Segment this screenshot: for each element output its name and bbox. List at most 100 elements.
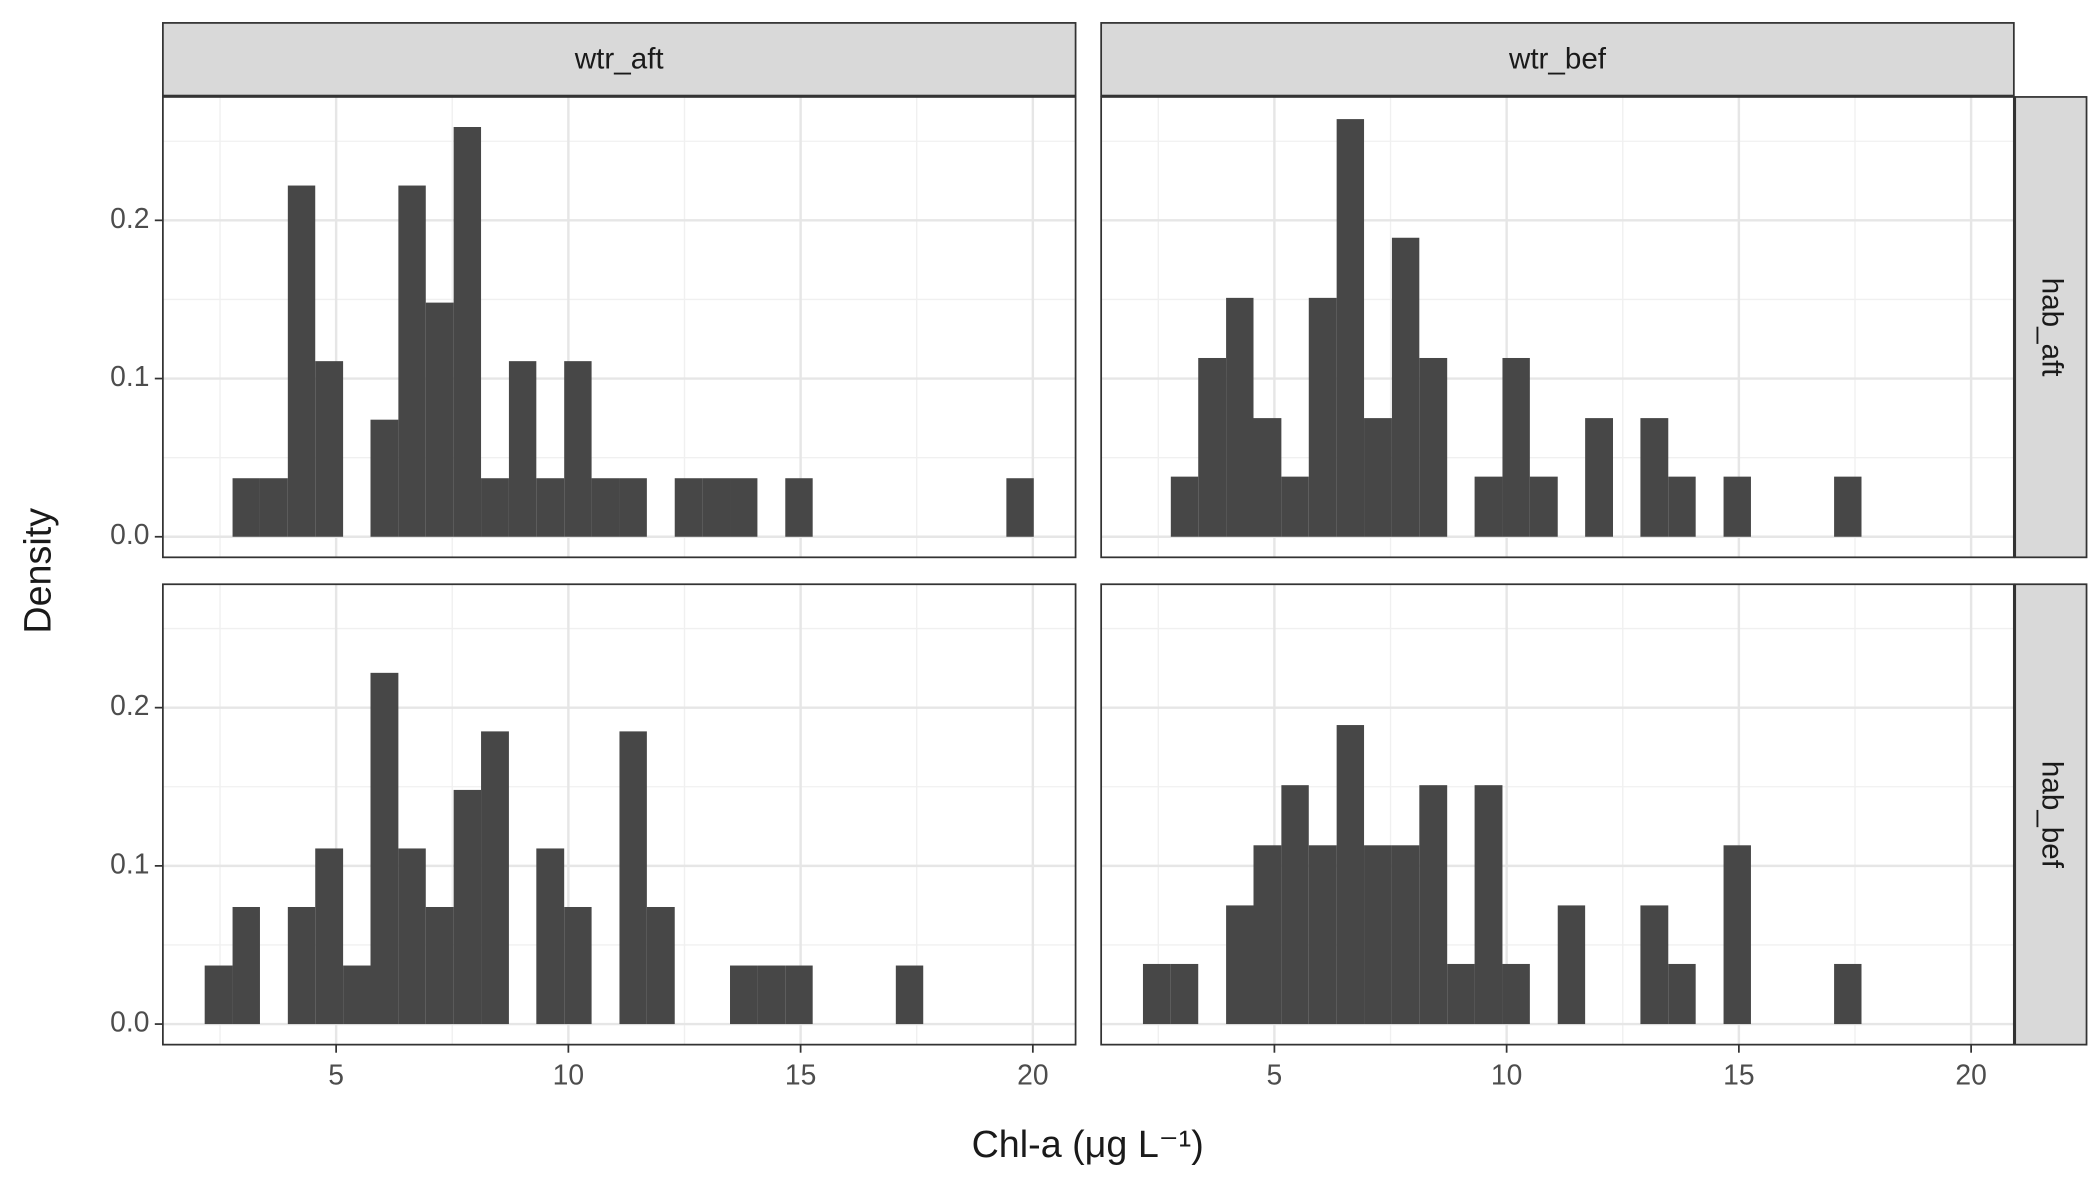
panel-border bbox=[1100, 96, 2015, 559]
histogram-bar bbox=[757, 965, 786, 1025]
histogram-bar bbox=[1308, 297, 1337, 537]
strip-bg bbox=[2014, 96, 2088, 559]
x-axis-title: Chl-a (μg L⁻¹) bbox=[972, 1123, 1204, 1165]
histogram-bar bbox=[1364, 418, 1392, 537]
histogram-bar bbox=[1640, 418, 1669, 537]
histogram-bar bbox=[204, 965, 233, 1025]
histogram-bar bbox=[1170, 963, 1199, 1025]
histogram-bar bbox=[1723, 845, 1751, 1025]
histogram-bar bbox=[1336, 119, 1365, 537]
histogram-bar bbox=[370, 419, 399, 537]
histogram-bar bbox=[1474, 476, 1503, 537]
histogram-bar bbox=[1142, 963, 1171, 1025]
histogram-bar bbox=[730, 965, 758, 1025]
y-tick-label: 0.2 bbox=[110, 689, 149, 721]
histogram-bar bbox=[702, 478, 731, 537]
y-tick-label: 0.0 bbox=[110, 518, 149, 550]
panel-border bbox=[162, 96, 1077, 559]
histogram-bar bbox=[1364, 845, 1392, 1025]
y-tick-label: 0.1 bbox=[110, 847, 149, 879]
histogram-bar bbox=[646, 906, 675, 1025]
y-tick-label: 0.0 bbox=[110, 1006, 149, 1038]
histogram-bar bbox=[1006, 478, 1034, 537]
strip-label: hab_bef bbox=[2035, 761, 2068, 869]
histogram-bar bbox=[425, 906, 454, 1025]
histogram-bar bbox=[619, 478, 647, 537]
strip-label: wtr_bef bbox=[1508, 42, 1607, 75]
histogram-bar bbox=[287, 185, 316, 537]
histogram-bar bbox=[1253, 418, 1282, 537]
histogram-bar bbox=[895, 965, 924, 1025]
x-tick-label: 10 bbox=[553, 1058, 584, 1090]
y-tick-label: 0.1 bbox=[110, 360, 149, 392]
x-tick-label: 5 bbox=[1267, 1058, 1283, 1090]
x-tick-label: 10 bbox=[1491, 1058, 1522, 1090]
histogram-bar bbox=[730, 478, 758, 537]
histogram-bar bbox=[398, 185, 426, 537]
histogram-bar bbox=[536, 848, 565, 1025]
histogram-bar bbox=[1308, 845, 1337, 1025]
histogram-bar bbox=[619, 731, 647, 1025]
strip-label: wtr_aft bbox=[574, 42, 665, 75]
histogram-bar bbox=[259, 478, 288, 537]
panel-border bbox=[1100, 583, 2015, 1046]
histogram-bar bbox=[1170, 476, 1199, 537]
histogram-bar bbox=[1668, 963, 1696, 1025]
histogram-bar bbox=[453, 127, 482, 537]
histogram-bar bbox=[591, 478, 620, 537]
histogram-bar bbox=[785, 965, 813, 1025]
histogram-bar bbox=[564, 906, 592, 1025]
histogram-bar bbox=[1447, 963, 1475, 1025]
histogram-bar bbox=[1668, 476, 1696, 537]
histogram-bar bbox=[232, 478, 260, 537]
histogram-bar bbox=[453, 789, 482, 1025]
y-axis-title: Density bbox=[16, 508, 58, 634]
histogram-bar bbox=[1834, 963, 1862, 1025]
histogram-bar bbox=[287, 906, 316, 1025]
histogram-bar bbox=[1391, 845, 1420, 1025]
histogram-bar bbox=[508, 361, 537, 537]
histogram-bar bbox=[1198, 357, 1227, 537]
x-tick-label: 20 bbox=[1955, 1058, 1986, 1090]
histogram-bar bbox=[674, 478, 703, 537]
histogram-bar bbox=[1419, 357, 1448, 537]
histogram-bar bbox=[232, 906, 260, 1025]
histogram-bar bbox=[536, 478, 565, 537]
histogram-bar bbox=[398, 848, 426, 1025]
strip-bg bbox=[162, 22, 1077, 97]
histogram-bar bbox=[564, 361, 592, 537]
histogram-bar bbox=[1226, 297, 1254, 537]
histogram-bar bbox=[370, 672, 399, 1025]
histogram-bar bbox=[1502, 357, 1530, 537]
histogram-bar bbox=[1834, 476, 1862, 537]
strip-bg bbox=[1100, 22, 2015, 97]
histogram-bar bbox=[1502, 963, 1530, 1025]
x-tick-label: 15 bbox=[785, 1058, 816, 1090]
x-tick-label: 20 bbox=[1017, 1058, 1048, 1090]
histogram-bar bbox=[1281, 785, 1309, 1025]
histogram-bar bbox=[1557, 905, 1586, 1025]
strip-label: hab_aft bbox=[2035, 278, 2068, 378]
histogram-bar bbox=[425, 302, 454, 537]
histogram-bar bbox=[1281, 476, 1309, 537]
histogram-bar bbox=[1226, 905, 1254, 1025]
histogram-bar bbox=[1336, 725, 1365, 1025]
x-tick-label: 5 bbox=[328, 1058, 344, 1090]
histogram-bar bbox=[1529, 476, 1558, 537]
histogram-bar bbox=[481, 731, 509, 1025]
histogram-bar bbox=[315, 361, 344, 537]
histogram-bar bbox=[1474, 785, 1503, 1025]
histogram-bar bbox=[481, 478, 509, 537]
strip-bg bbox=[2014, 583, 2088, 1046]
histogram-bar bbox=[1585, 418, 1614, 537]
histogram-bar bbox=[1723, 476, 1751, 537]
histogram-bar bbox=[1391, 237, 1420, 537]
histogram-bar bbox=[343, 965, 371, 1025]
histogram-bar bbox=[785, 478, 813, 537]
x-tick-label: 15 bbox=[1723, 1058, 1754, 1090]
panel-border bbox=[162, 583, 1077, 1046]
histogram-bar bbox=[1419, 785, 1448, 1025]
histogram-bar bbox=[315, 848, 344, 1025]
